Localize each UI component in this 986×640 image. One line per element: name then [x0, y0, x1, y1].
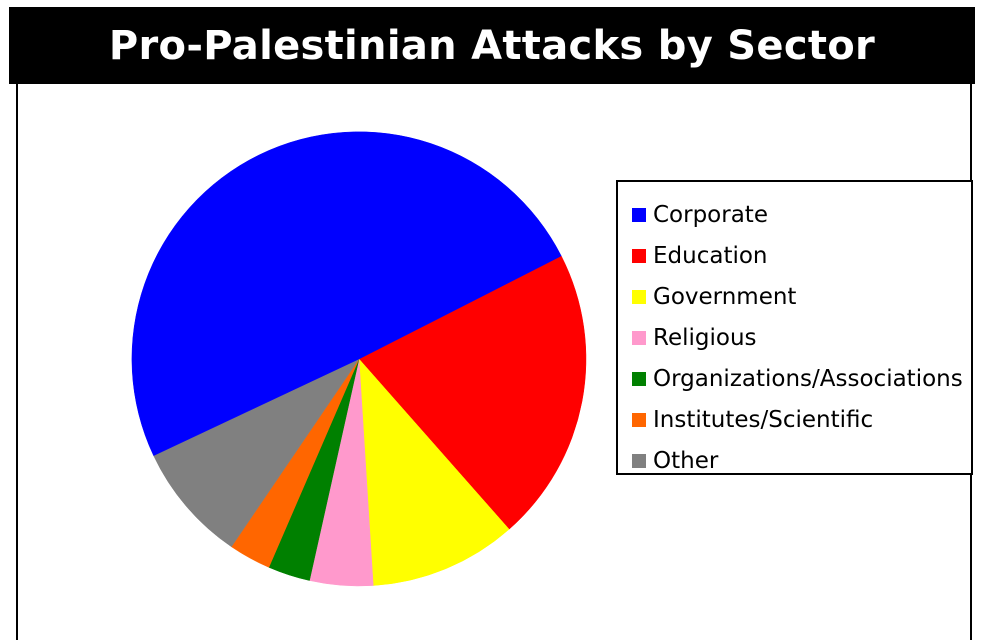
- pie-slice-government: [358, 358, 510, 586]
- legend-item: Education: [618, 235, 971, 276]
- pie-slices: [131, 131, 587, 587]
- legend-swatch: [632, 207, 646, 222]
- legend-item: Corporate: [618, 194, 971, 235]
- legend-swatch: [632, 371, 646, 386]
- legend-swatch: [632, 248, 646, 263]
- legend-swatch: [632, 330, 646, 345]
- chart-title: Pro-Palestinian Attacks by Sector: [108, 22, 876, 69]
- legend-label: Education: [653, 242, 768, 269]
- legend-item: Government: [618, 276, 971, 317]
- legend-swatch: [632, 412, 646, 427]
- pie-slice-corporate: [131, 131, 562, 456]
- legend-label: Other: [653, 447, 719, 474]
- legend-swatch: [632, 453, 646, 468]
- legend-item: Religious: [618, 317, 971, 358]
- legend-swatch: [632, 289, 646, 304]
- pie-slice-education: [358, 255, 587, 530]
- legend-item: Other: [618, 440, 971, 481]
- pie-slice-other: [153, 358, 360, 548]
- legend-label: Institutes/Scientific: [653, 406, 874, 433]
- legend: Corporate Education Government Religious Org…: [616, 180, 973, 475]
- legend-label: Religious: [653, 324, 757, 351]
- legend-label: Organizations/Associations: [653, 365, 963, 392]
- legend-item: Organizations/Associations: [618, 358, 971, 399]
- chart-title-bar: Pro-Palestinian Attacks by Sector: [9, 7, 975, 84]
- legend-item: Institutes/Scientific: [618, 399, 971, 440]
- legend-label: Government: [653, 283, 797, 310]
- legend-label: Corporate: [653, 201, 768, 228]
